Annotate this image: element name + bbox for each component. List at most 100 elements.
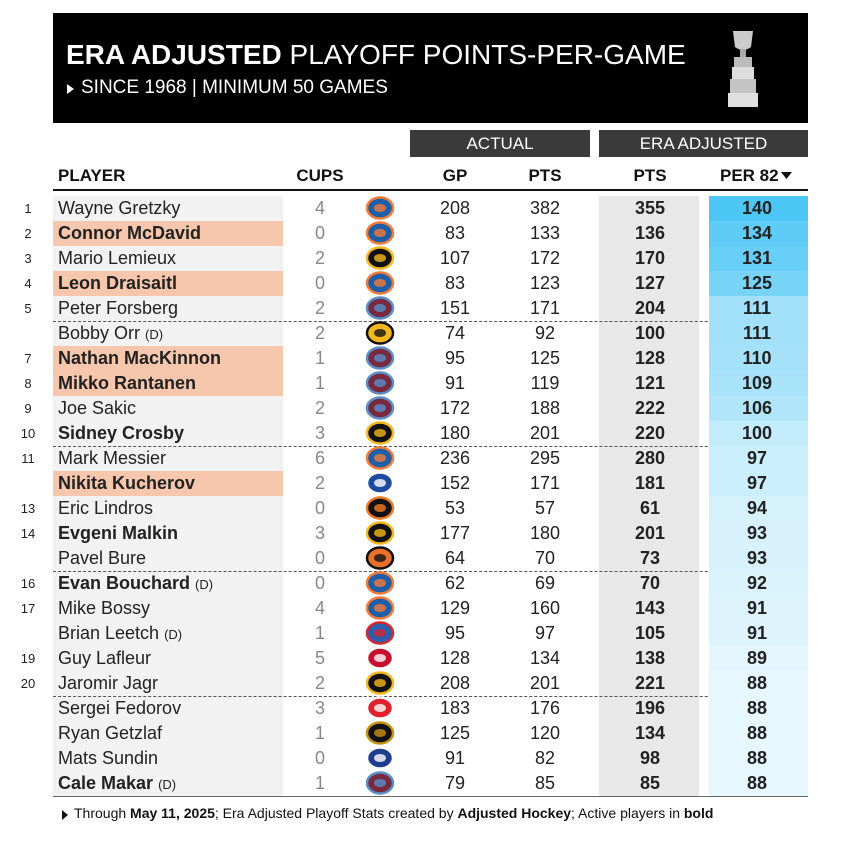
gp: 125: [439, 723, 471, 743]
per82: 93: [746, 523, 768, 543]
highlight: [53, 271, 283, 296]
cups: 3: [314, 423, 325, 443]
player: Pavel Bure: [58, 546, 146, 571]
column-header: PER 82: [720, 166, 779, 185]
adj-pts: 204: [634, 298, 666, 318]
rank: 1: [24, 201, 32, 216]
adj-pts: 221: [634, 673, 666, 693]
gp: 91: [444, 748, 466, 768]
player: Mike Bossy: [58, 596, 150, 621]
player: Cale Makar (D): [58, 771, 176, 796]
gp: 208: [439, 673, 471, 693]
gp: 236: [439, 448, 471, 468]
per82: 94: [746, 498, 768, 518]
subtitle: SINCE 1968 | MINIMUM 50 GAMES: [81, 77, 388, 98]
cups: 5: [314, 648, 325, 668]
team-logo: [365, 346, 395, 370]
per82-bg: [709, 596, 808, 621]
per82-bg: [709, 321, 808, 346]
pts: 70: [534, 548, 556, 568]
player: Sergei Fedorov: [58, 696, 181, 721]
header-rule: [53, 189, 808, 191]
cups: 0: [314, 273, 325, 293]
player: Mats Sundin: [58, 746, 158, 771]
per82: 89: [746, 648, 768, 668]
cups: 0: [314, 548, 325, 568]
per82: 88: [746, 698, 768, 718]
footer-text: Adjusted Hockey: [457, 805, 572, 821]
adj-pts: 136: [634, 223, 666, 243]
team-logo: [365, 471, 395, 495]
team-logo: [365, 596, 395, 620]
player: Leon Draisaitl: [58, 271, 177, 296]
gp: 74: [444, 323, 466, 343]
rank: 13: [20, 501, 36, 516]
per82: 106: [741, 398, 773, 418]
pts: 120: [529, 723, 561, 743]
highlight: [53, 346, 283, 371]
adj-pts: 201: [634, 523, 666, 543]
team-logo: [365, 546, 395, 570]
footer: Through May 11, 2025; Era Adjusted Playo…: [74, 805, 713, 821]
player-name: Mikko Rantanen: [58, 373, 197, 393]
per82-bg: [709, 621, 808, 646]
adj-pts: 196: [634, 698, 666, 718]
rank: 19: [20, 651, 36, 666]
per82: 88: [746, 723, 768, 743]
cups: 0: [314, 223, 325, 243]
per82: 125: [741, 273, 773, 293]
pts: 57: [534, 498, 556, 518]
per82: 111: [742, 298, 772, 318]
cups: 1: [314, 348, 325, 368]
gp: 152: [439, 473, 471, 493]
gp: 64: [444, 548, 466, 568]
per82-bg: [709, 646, 808, 671]
pts: 119: [530, 373, 560, 393]
adj-pts: 105: [634, 623, 666, 643]
pts: 97: [534, 623, 556, 643]
group-header: ERA ADJUSTED: [599, 130, 808, 157]
per82-bg: [709, 696, 808, 721]
player: Joe Sakic: [58, 396, 136, 421]
player: Nathan MacKinnon: [58, 346, 221, 371]
pts: 188: [529, 398, 561, 418]
pts: 85: [534, 773, 556, 793]
footer-text: ; Active players in: [571, 805, 680, 821]
cups: 1: [314, 623, 325, 643]
pts: 92: [534, 323, 556, 343]
per82-bg: [709, 421, 808, 446]
gp: 83: [444, 223, 466, 243]
gp: 83: [444, 273, 466, 293]
footer-rule: [53, 796, 808, 797]
separator: [53, 446, 808, 447]
player-name: Joe Sakic: [58, 398, 137, 418]
player-name: Evgeni Malkin: [58, 523, 179, 543]
gp: 151: [439, 298, 471, 318]
gp: 95: [444, 348, 466, 368]
rank: [10, 696, 46, 721]
footer-text: May 11, 2025: [130, 805, 215, 821]
player-name: Mike Bossy: [58, 598, 151, 618]
pts: 172: [529, 248, 561, 268]
player-name: Sergei Fedorov: [58, 698, 182, 718]
cups: 0: [314, 748, 325, 768]
column-header: GP: [442, 166, 468, 185]
cups: 2: [314, 398, 325, 418]
player: Nikita Kucherov: [58, 471, 195, 496]
team-logo: [365, 696, 395, 720]
player-name: Peter Forsberg: [58, 298, 179, 318]
pts: 160: [529, 598, 561, 618]
title-rest: PLAYOFF POINTS-PER-GAME: [289, 39, 686, 70]
pts: 180: [529, 523, 561, 543]
per82-bg: [709, 271, 808, 296]
cups: 2: [314, 248, 325, 268]
player: Sidney Crosby: [58, 421, 184, 446]
per82-bg: [709, 496, 808, 521]
player: Wayne Gretzky: [58, 196, 180, 221]
rank: [10, 771, 46, 796]
player-name: Nathan MacKinnon: [58, 348, 222, 368]
team-logo: [365, 746, 395, 770]
gp: 95: [444, 623, 466, 643]
player: Mario Lemieux: [58, 246, 176, 271]
